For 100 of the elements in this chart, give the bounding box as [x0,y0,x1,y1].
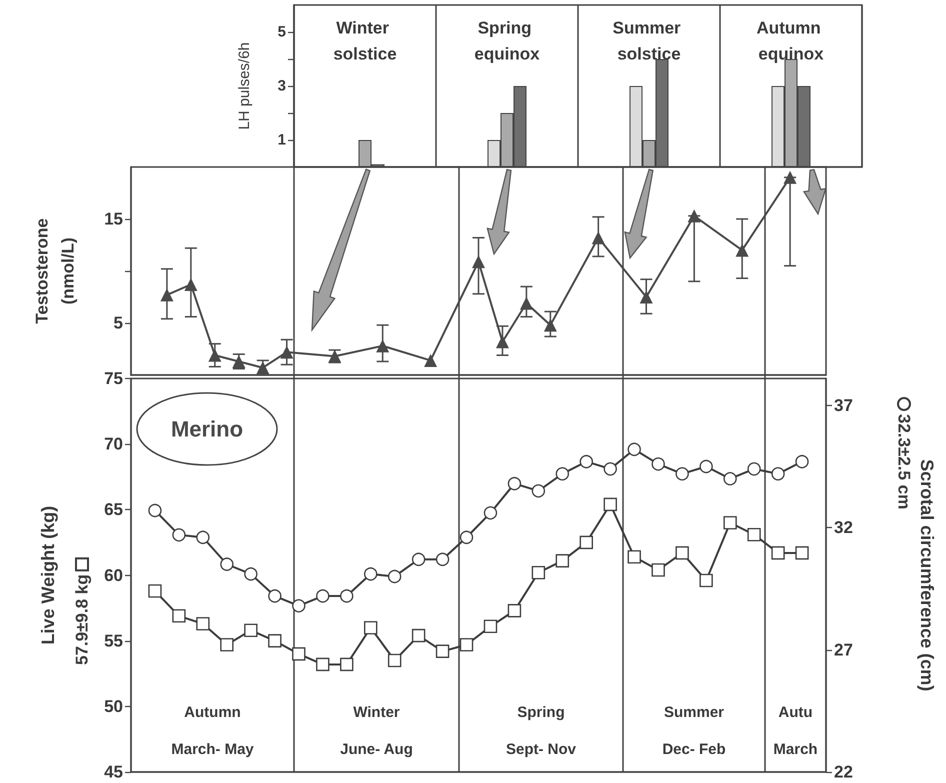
point [652,457,665,471]
point [172,528,186,542]
y-tick-label: 65 [104,500,123,520]
point [508,476,522,490]
point [580,454,593,468]
point [184,278,198,292]
point [700,574,713,588]
point [424,354,438,367]
y-tick-label: 3 [278,78,286,94]
point [316,589,330,603]
point [676,546,689,560]
point [700,460,713,474]
point [556,467,570,480]
point [484,506,498,520]
point [532,484,546,498]
y2-tick-label: 32 [834,518,853,538]
annotation: Merino [170,416,244,442]
point [412,628,426,642]
y2-tick-label: 22 [834,762,853,782]
point [268,589,282,603]
y-axis-title: LH pulses/6h [236,42,253,130]
point [496,335,509,348]
x-tick-label: Summer solstice [612,18,686,64]
legend-label: 57.9±9.8 kg [72,574,92,665]
point [436,644,450,658]
point [771,546,785,560]
y-axis-title: Testosterone (nmol/L) [32,218,78,324]
point [436,552,450,566]
point [771,467,785,480]
point [340,589,354,603]
text: Spring Sept- Nov [506,704,576,758]
point [316,658,330,672]
point [508,604,522,618]
point [580,536,593,550]
y-tick-label: 5 [278,24,286,40]
point [784,170,797,184]
y-tick-label: 15 [104,210,123,228]
point [604,462,617,476]
point [460,638,474,652]
point [676,467,689,480]
y2-tick-label: 27 [834,640,853,660]
point [688,209,701,222]
y-tick-label: 45 [104,762,123,782]
point [244,624,258,637]
point [172,609,186,623]
point [208,348,222,362]
point [556,554,570,568]
point [544,318,557,332]
point [460,530,474,544]
point [388,570,402,584]
point [148,504,162,518]
point [592,231,605,244]
point [747,528,761,542]
y-axis-title: Live Weight (kg) [38,506,58,645]
point [220,638,234,652]
point [280,346,294,359]
point [795,454,809,468]
point [652,563,665,577]
y-tick-label: 5 [114,314,123,332]
y-tick-label: 60 [104,566,123,585]
y-tick-label: 50 [104,696,123,716]
point [340,658,354,672]
point [520,296,533,310]
y2-tick-label: 37 [834,396,853,415]
point [736,244,749,257]
text: Summer Dec- Feb [662,704,726,758]
x-tick-label: Autumn equinox [756,18,826,64]
point [268,634,282,648]
point [604,498,617,512]
y2-axis-title: Scrotal circumference (cm) [917,459,937,692]
point [412,552,426,566]
point [747,462,761,476]
point [640,290,653,304]
x-tick-label: Spring equinox [474,18,540,64]
point [220,558,234,571]
point [532,566,546,580]
legend-label: 32.3±2.5 cm [894,414,914,510]
point [292,647,306,661]
point [364,567,378,581]
y-tick-label: 75 [104,369,123,388]
point [388,654,402,668]
text: Winter June- Aug [340,704,413,758]
point [160,288,174,302]
y-tick-label: 70 [104,434,123,454]
x-tick-label: Winter solstice [333,18,397,64]
point [723,516,737,530]
text: Autumn March- May [171,704,254,758]
y-tick-label: 1 [278,132,286,148]
point [364,621,378,634]
point [196,530,210,544]
point [484,620,498,634]
point [472,255,485,268]
point [628,550,641,564]
y-tick-label: 55 [104,631,123,650]
point [292,599,306,612]
point [148,584,162,598]
point [724,472,737,486]
point [795,546,809,560]
point [628,442,641,456]
point [244,567,258,581]
